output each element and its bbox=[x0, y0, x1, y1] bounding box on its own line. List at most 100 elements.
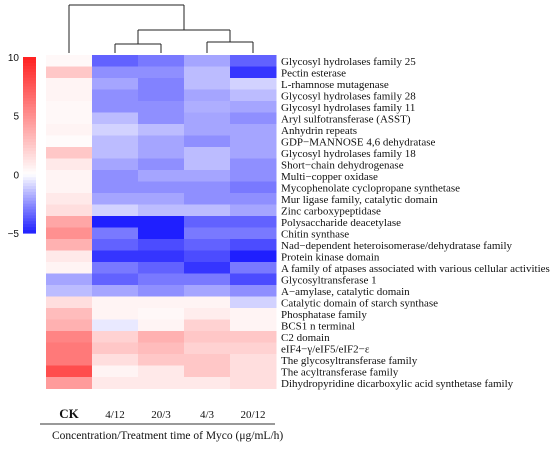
heatmap-cell bbox=[138, 170, 185, 182]
heatmap-cell bbox=[46, 285, 93, 297]
heatmap-cell bbox=[184, 66, 231, 79]
colorbar: 10 5 0 −5 bbox=[8, 53, 36, 240]
heatmap-cell bbox=[46, 55, 93, 67]
heatmap-cell bbox=[230, 354, 277, 366]
heatmap-cell bbox=[230, 319, 277, 332]
x-axis-title: Concentration/Treatment time of Myco (μg… bbox=[52, 430, 284, 442]
row-label: Glycosyl hydrolases family 28 bbox=[281, 90, 416, 102]
colorbar-segment bbox=[23, 171, 36, 175]
heatmap-cell bbox=[138, 135, 185, 148]
colorbar-segment bbox=[23, 147, 36, 152]
column-label: CK bbox=[59, 406, 79, 421]
colorbar-segment bbox=[23, 150, 36, 155]
heatmap-cell bbox=[184, 365, 231, 378]
colorbar-segment bbox=[23, 74, 36, 79]
heatmap-cell bbox=[230, 365, 277, 378]
colorbar-tick-label: 10 bbox=[8, 53, 20, 64]
colorbar-segment bbox=[23, 212, 36, 216]
heatmap-cell bbox=[46, 308, 93, 320]
heatmap-cell bbox=[138, 262, 185, 274]
heatmap-cell bbox=[92, 365, 139, 378]
heatmap-cell bbox=[230, 66, 277, 79]
colorbar-segment bbox=[23, 209, 36, 214]
heatmap-cell bbox=[46, 181, 93, 194]
colorbar-segment bbox=[23, 57, 36, 61]
column-label: 4/12 bbox=[105, 409, 125, 421]
heatmap-cell bbox=[184, 89, 231, 102]
heatmap-cell bbox=[184, 55, 231, 67]
heatmap-cell bbox=[138, 78, 185, 90]
heatmap-cell bbox=[184, 135, 231, 148]
row-label: Mycophenolate cyclopropane synthetase bbox=[281, 182, 460, 194]
row-label: Phosphatase family bbox=[281, 309, 367, 321]
heatmap-cell bbox=[92, 55, 139, 67]
heatmap-cell bbox=[230, 250, 277, 263]
heatmap-cell bbox=[92, 239, 139, 251]
heatmap-cell bbox=[92, 147, 139, 159]
heatmap-cell bbox=[184, 101, 231, 113]
heatmap-cell bbox=[184, 78, 231, 90]
colorbar-tick-label: −5 bbox=[8, 229, 20, 240]
heatmap-cell bbox=[46, 342, 93, 355]
heatmap-cell bbox=[230, 101, 277, 113]
heatmap-cell bbox=[92, 181, 139, 194]
heatmap-cell bbox=[138, 273, 185, 286]
colorbar-segment bbox=[23, 68, 36, 73]
heatmap-cell bbox=[184, 262, 231, 274]
heatmap-cell bbox=[230, 273, 277, 286]
heatmap-cell bbox=[184, 377, 231, 389]
row-label: Polysaccharide deacetylase bbox=[281, 217, 401, 229]
colorbar-segment bbox=[23, 130, 36, 134]
heatmap-cell bbox=[184, 216, 231, 228]
heatmap-cell bbox=[92, 204, 139, 217]
colorbar-segment bbox=[23, 59, 36, 64]
row-label: Dihydropyridine dicarboxylic acid synthe… bbox=[281, 378, 514, 390]
heatmap-cell bbox=[138, 112, 185, 125]
heatmap-cell bbox=[46, 354, 93, 366]
heatmap-cell bbox=[92, 216, 139, 228]
heatmap-cell bbox=[92, 296, 139, 309]
colorbar-segment bbox=[23, 156, 36, 161]
colorbar-segment bbox=[23, 174, 36, 178]
heatmap-cell bbox=[92, 112, 139, 125]
heatmap-cell bbox=[92, 354, 139, 366]
heatmap-cell bbox=[46, 216, 93, 228]
heatmap-cell bbox=[138, 296, 185, 309]
heatmap-cell bbox=[92, 135, 139, 148]
colorbar-segment bbox=[23, 133, 36, 137]
heatmap-cell bbox=[92, 78, 139, 90]
row-label: Glycosyl hydrolases family 11 bbox=[281, 102, 415, 114]
colorbar-segment bbox=[23, 127, 36, 131]
row-label: Nad−dependent heteroisomerase/dehydratas… bbox=[281, 240, 513, 252]
column-label: 4/3 bbox=[200, 409, 215, 421]
heatmap-cell bbox=[230, 331, 277, 343]
heatmap-cell bbox=[46, 204, 93, 217]
heatmap-cell bbox=[230, 216, 277, 228]
colorbar-segment bbox=[23, 109, 36, 114]
colorbar-segment bbox=[23, 230, 36, 234]
colorbar-segment bbox=[23, 106, 36, 111]
heatmap-cell bbox=[230, 112, 277, 125]
heatmap-cell bbox=[46, 250, 93, 263]
colorbar-segment bbox=[23, 197, 36, 202]
heatmap-cell bbox=[46, 112, 93, 125]
heatmap-cell bbox=[138, 342, 185, 355]
heatmap-cell bbox=[92, 377, 139, 389]
heatmap-cell bbox=[92, 342, 139, 355]
row-label: Catalytic domain of starch synthase bbox=[281, 297, 438, 309]
colorbar-segment bbox=[23, 200, 36, 205]
colorbar-segment bbox=[23, 145, 36, 149]
colorbar-segment bbox=[23, 136, 36, 140]
colorbar-segment bbox=[23, 101, 36, 105]
heatmap-cell bbox=[138, 239, 185, 251]
heatmap-cell bbox=[230, 342, 277, 355]
heatmap-cell bbox=[138, 147, 185, 159]
heatmap-cell bbox=[184, 296, 231, 309]
colorbar-segment bbox=[23, 65, 36, 70]
row-label: The acyltransferase family bbox=[281, 366, 399, 378]
colorbar-segment bbox=[23, 153, 36, 158]
heatmap-cell bbox=[46, 147, 93, 159]
heatmap-cell bbox=[184, 147, 231, 159]
heatmap-cell bbox=[138, 319, 185, 332]
